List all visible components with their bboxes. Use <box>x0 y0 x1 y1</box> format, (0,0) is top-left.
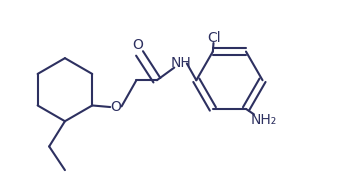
Text: O: O <box>132 38 143 52</box>
Text: Cl: Cl <box>208 31 221 45</box>
Text: NH₂: NH₂ <box>250 113 276 127</box>
Text: O: O <box>111 100 121 114</box>
Text: NH: NH <box>170 56 191 70</box>
